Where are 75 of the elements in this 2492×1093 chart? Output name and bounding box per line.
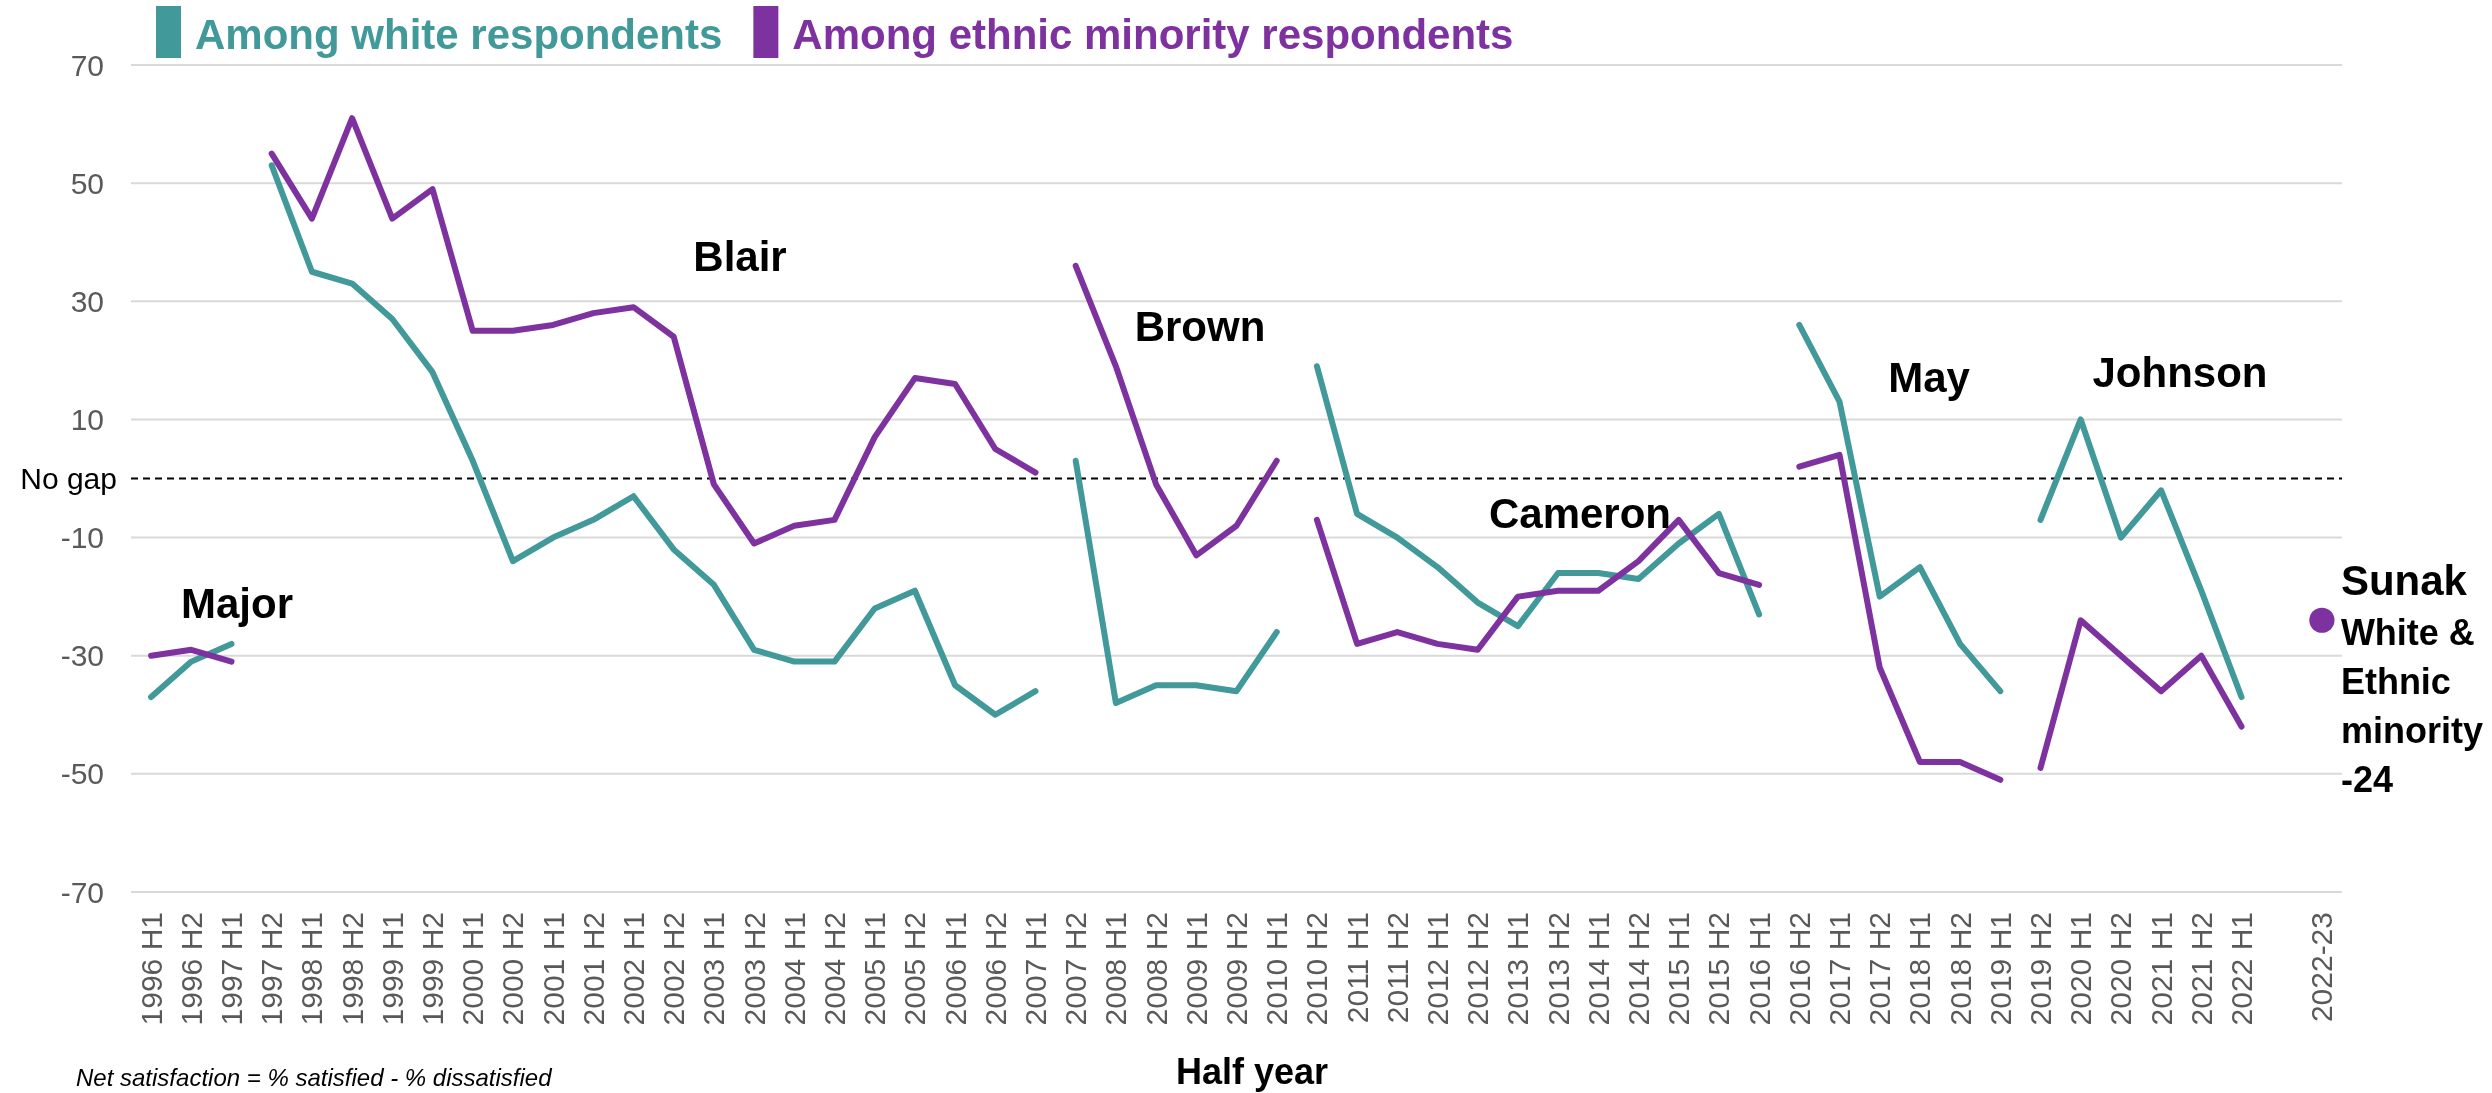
x-tick-label: 1996 H1 [134,912,168,1026]
x-tick-label: 2013 H2 [1541,912,1575,1026]
x-tick-label: 2016 H2 [1782,912,1816,1026]
x-tick-label: 2006 H1 [938,912,972,1026]
y-tick-label: 10 [70,402,104,436]
x-tick-label: 2021 H2 [2184,912,2218,1026]
y-tick-label: -70 [60,875,104,909]
x-tick-label: 2018 H2 [1943,912,1977,1026]
annotation: Major [180,579,294,627]
y-tick-label: 50 [70,166,104,200]
x-tick-label: 2017 H1 [1823,912,1856,1026]
x-tick-label: 2005 H2 [898,912,932,1026]
legend-label: Among ethnic minority respondents [792,11,1514,58]
x-tick-label: 2004 H1 [777,912,811,1026]
x-tick-label: 2003 H1 [697,912,731,1026]
x-tick-label: 2009 H1 [1179,912,1213,1026]
annotation: Johnson [2092,348,2268,396]
x-tick-label: 1998 H1 [295,912,329,1026]
x-tick-label: 2019 H1 [1983,912,2017,1026]
x-tick-label: 2022-23 [2305,912,2339,1023]
x-tick-label: 2008 H1 [1099,912,1133,1026]
y-tick-label: -10 [60,521,104,555]
x-tick-label: 2018 H1 [1903,912,1937,1026]
x-axis-title: Half year [1175,1051,1329,1092]
y-tick-label: -50 [60,757,104,791]
x-tick-label: 2002 H2 [657,912,691,1026]
annotation: White & Ethnic minority -24 [2340,611,2483,800]
x-tick-label: 2003 H2 [737,912,771,1026]
x-tick-label: 2000 H1 [456,912,490,1026]
x-tick-label: 2015 H1 [1662,912,1696,1026]
x-tick-label: 2019 H2 [2024,912,2057,1026]
x-tick-label: 2006 H2 [978,912,1012,1026]
x-tick-label: 2013 H1 [1501,912,1535,1026]
ref-line-label: No gap [20,462,117,495]
x-tick-label: 1997 H2 [255,912,289,1026]
x-tick-label: 2011 H1 [1340,912,1374,1024]
x-tick-label: 2012 H1 [1421,912,1454,1026]
x-tick-label: 2000 H2 [496,912,530,1026]
x-tick-label: 2011 H2 [1380,912,1414,1024]
annotation: Blair [693,232,787,280]
x-tick-label: 1997 H1 [215,912,248,1026]
x-tick-label: 2021 H1 [2144,912,2178,1026]
annotation: May [1888,353,1971,401]
x-tick-label: 1998 H2 [335,912,369,1026]
annotation: Sunak [2340,556,2468,604]
legend-label: Among white respondents [195,11,723,58]
x-tick-label: 2015 H2 [1702,912,1736,1026]
x-tick-label: 2010 H2 [1300,912,1334,1026]
x-tick-label: 2005 H1 [858,912,892,1026]
annotation: Cameron [1488,489,1672,537]
x-tick-label: 2020 H2 [2104,912,2138,1026]
x-tick-label: 2001 H2 [576,912,610,1026]
x-tick-label: 2020 H1 [2064,912,2098,1026]
x-tick-label: 2008 H2 [1139,912,1173,1026]
x-tick-label: 1999 H2 [416,912,449,1026]
x-tick-label: 2014 H2 [1622,912,1655,1026]
y-tick-label: 70 [70,48,104,82]
y-tick-label: -30 [60,639,104,673]
y-tick-label: 30 [70,284,104,318]
annotation: Brown [1134,302,1266,350]
x-tick-label: 2007 H2 [1059,912,1093,1026]
x-tick-label: 2012 H2 [1461,912,1495,1026]
x-tick-label: 1999 H1 [375,912,409,1026]
x-tick-label: 1996 H2 [174,912,208,1026]
x-tick-label: 2014 H1 [1581,912,1615,1026]
x-tick-label: 2004 H2 [818,912,851,1026]
x-tick-label: 2007 H1 [1019,912,1052,1026]
x-tick-label: 2016 H1 [1742,912,1776,1026]
x-tick-label: 2009 H2 [1220,912,1253,1026]
x-tick-label: 2002 H1 [617,912,650,1026]
text: Net satisfaction = % satisfied - % dissatisfied [76,1064,553,1091]
x-tick-label: 2010 H1 [1260,912,1294,1026]
x-tick-label: 2017 H2 [1863,912,1897,1026]
x-tick-label: 2022 H1 [2225,912,2258,1026]
x-tick-label: 2001 H1 [536,912,570,1026]
